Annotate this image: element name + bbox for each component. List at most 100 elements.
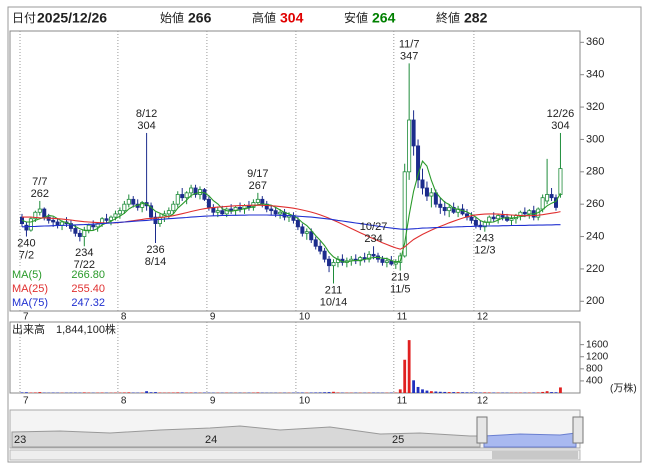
volume-bar: [327, 392, 331, 393]
volume-bar: [122, 392, 126, 393]
annotation-value: 240: [17, 237, 35, 249]
header-label: 始値: [160, 10, 184, 25]
volume-bar: [176, 392, 180, 393]
volume-bar: [33, 392, 37, 393]
legend-name: MA(75): [12, 297, 48, 309]
candle-body: [433, 192, 438, 205]
annotation-value: 262: [31, 188, 49, 200]
candle-body: [367, 253, 372, 260]
header-value: 2025/12/26: [37, 10, 107, 26]
candle-body: [131, 198, 136, 205]
volume-bar: [82, 392, 86, 393]
candle-body: [402, 171, 407, 257]
legend-name: MA(25): [12, 283, 48, 295]
candle-body: [55, 221, 60, 226]
y-tick-label: 260: [586, 198, 604, 210]
annotation-value: 236: [146, 244, 164, 256]
navigator-handle[interactable]: [572, 416, 584, 444]
annotation-date: 8/12: [136, 108, 157, 120]
volume-bar: [541, 391, 545, 393]
annotation-date: 11/7: [399, 38, 420, 50]
candle-body: [77, 232, 82, 237]
candle-body: [73, 228, 78, 234]
candle-body: [424, 187, 429, 197]
candle-body: [278, 211, 283, 215]
volume-bar: [38, 392, 42, 393]
candle-body: [522, 211, 527, 215]
annotation-date: 10/14: [320, 296, 348, 308]
annotation-value: 219: [391, 271, 409, 283]
legend-value: 255.40: [71, 283, 105, 295]
volume-unit: (万株): [610, 382, 637, 395]
candle-body: [500, 215, 505, 218]
candle-body: [540, 197, 545, 210]
candle-body: [215, 210, 220, 213]
navigator-label: 23: [14, 434, 26, 446]
volume-bar: [20, 392, 24, 393]
volume-bar: [336, 392, 340, 393]
x-tick-label: 9: [210, 312, 216, 323]
candle-body: [295, 219, 300, 228]
candle-body: [206, 198, 211, 208]
volume-bar: [127, 392, 131, 393]
volume-bar: [154, 392, 157, 393]
candle-body: [82, 229, 87, 237]
y-tick-label: 360: [586, 36, 604, 48]
volume-bar: [434, 391, 438, 393]
candle-body: [24, 224, 29, 231]
scrollbar[interactable]: [9, 449, 581, 461]
candle-body: [505, 216, 510, 221]
volume-bar: [452, 392, 456, 393]
header-value: 264: [372, 10, 396, 26]
volume-bar: [425, 390, 429, 393]
volume-title: 出来高 1,844,100株: [12, 322, 116, 336]
x-tick-label: 8: [121, 312, 127, 323]
annotation-date: 11/5: [390, 283, 411, 295]
x-tick-label: 8: [121, 396, 127, 407]
volume-bar: [412, 380, 415, 393]
navigator-handle[interactable]: [476, 416, 488, 444]
candle-body: [451, 207, 456, 213]
legend-name: MA(5): [12, 269, 42, 281]
volume-bar: [456, 392, 460, 393]
candle-body: [371, 253, 376, 257]
candle-body: [184, 192, 189, 199]
legend-value: 266.80: [71, 269, 105, 281]
candle-body: [113, 213, 118, 218]
ma-line: [21, 160, 561, 263]
annotation-date: 8/14: [145, 256, 166, 268]
candle-body: [496, 215, 501, 220]
volume-bar: [407, 340, 411, 393]
annotation-value: 267: [249, 180, 267, 192]
candle-body: [545, 194, 550, 202]
y-tick-label: 300: [586, 133, 604, 145]
candle-body: [487, 216, 492, 223]
candle-body: [442, 207, 447, 212]
y-tick-label: 340: [586, 69, 604, 81]
volume-bar: [323, 392, 326, 393]
annotation-date: 10/27: [360, 221, 388, 233]
header-label: 高値: [252, 10, 276, 25]
scrollbar-thumb[interactable]: [492, 451, 578, 459]
candle-body: [380, 258, 385, 263]
candle-body: [189, 187, 194, 194]
candle-body: [202, 189, 207, 200]
volume-bar: [256, 392, 260, 393]
y-tick-label: 1200: [586, 351, 609, 362]
candle-body: [273, 210, 278, 215]
y-tick-label: 320: [586, 101, 604, 113]
volume-bar: [470, 392, 473, 393]
volume-bar: [403, 359, 407, 393]
legend-value: 247.32: [71, 297, 105, 309]
candle-body: [255, 198, 260, 203]
volume-bar: [559, 387, 562, 393]
header-label: 日付: [12, 11, 36, 25]
candle-body: [438, 203, 443, 208]
volume-bar: [416, 386, 420, 393]
candle-body: [558, 168, 563, 195]
annotation-date: 7/7: [32, 176, 47, 188]
volume-bar: [550, 392, 553, 393]
y-tick-label: 240: [586, 230, 604, 242]
